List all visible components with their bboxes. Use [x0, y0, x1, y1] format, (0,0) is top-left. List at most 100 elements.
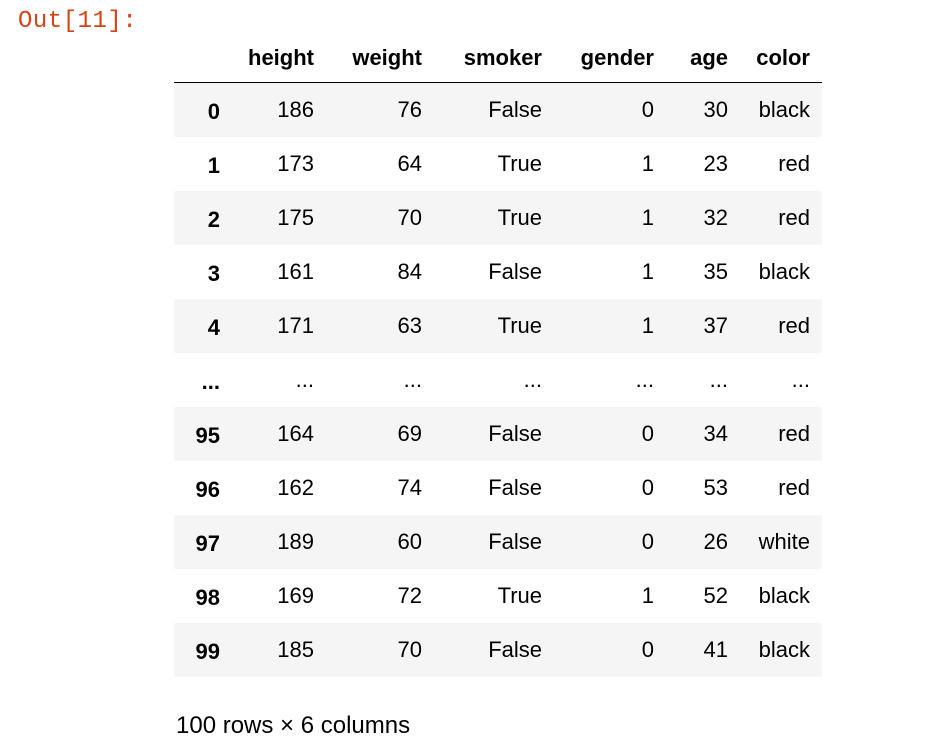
cell-weight: 70	[397, 204, 422, 230]
dataframe-table: height weight smoker gender age color 0 …	[174, 34, 822, 677]
cell-smoker: False	[488, 420, 542, 446]
cell-color: black	[758, 258, 810, 284]
cell-gender: 0	[641, 636, 654, 662]
cell-color: red	[778, 474, 810, 500]
column-header-gender: gender	[548, 34, 660, 83]
cell-smoker: False	[488, 474, 542, 500]
cell-age: 23	[703, 150, 728, 176]
cell-gender: 0	[641, 96, 654, 122]
cell-gender: 1	[641, 312, 654, 338]
row-index: 0	[207, 98, 220, 124]
cell-height: 164	[277, 420, 314, 446]
cell-weight: 64	[397, 150, 422, 176]
cell-age: 41	[703, 636, 728, 662]
cell-weight: 60	[397, 528, 422, 554]
cell-weight: ...	[403, 366, 422, 392]
cell-color: red	[778, 420, 810, 446]
table-row: 95 164 69 False 0 34 red	[174, 406, 822, 461]
cell-height: 189	[277, 528, 314, 554]
cell-smoker: False	[488, 258, 542, 284]
cell-gender: 1	[641, 150, 654, 176]
table-row: 4 171 63 True 1 37 red	[174, 298, 822, 353]
cell-weight: 69	[397, 420, 422, 446]
row-index: 1	[207, 152, 220, 178]
table-row: 2 175 70 True 1 32 red	[174, 190, 822, 245]
cell-age: 35	[703, 258, 728, 284]
header-row: height weight smoker gender age color	[174, 34, 822, 83]
cell-weight: 84	[397, 258, 422, 284]
cell-color: black	[758, 96, 810, 122]
cell-gender: 1	[641, 582, 654, 608]
column-header-height: height	[226, 34, 320, 83]
table-row: 1 173 64 True 1 23 red	[174, 137, 822, 191]
cell-age: 26	[703, 528, 728, 554]
cell-weight: 70	[397, 636, 422, 662]
cell-age: 32	[703, 204, 728, 230]
row-index: 95	[195, 422, 220, 448]
cell-smoker: False	[488, 96, 542, 122]
cell-color: red	[778, 204, 810, 230]
cell-gender: 1	[641, 204, 654, 230]
table-row: 98 169 72 True 1 52 black	[174, 569, 822, 623]
row-index: 4	[207, 314, 220, 340]
cell-color: black	[758, 636, 810, 662]
cell-height: 185	[277, 636, 314, 662]
cell-age: 34	[703, 420, 728, 446]
cell-gender: ...	[635, 366, 654, 392]
table-row: 3 161 84 False 1 35 black	[174, 245, 822, 299]
table-header: height weight smoker gender age color	[174, 34, 822, 83]
column-header-color: color	[734, 34, 822, 83]
cell-height: 175	[277, 204, 314, 230]
table-body: 0 186 76 False 0 30 black 1 173 64 True …	[174, 82, 822, 677]
cell-gender: 0	[641, 420, 654, 446]
cell-height: 161	[277, 258, 314, 284]
cell-weight: 72	[397, 582, 422, 608]
column-header-smoker: smoker	[428, 34, 548, 83]
cell-color: ...	[791, 366, 810, 392]
index-header	[174, 34, 226, 83]
cell-age: 30	[703, 96, 728, 122]
cell-smoker: True	[497, 204, 542, 230]
column-header-age: age	[660, 34, 734, 83]
cell-weight: 74	[397, 474, 422, 500]
cell-age: ...	[709, 366, 728, 392]
cell-height: 171	[277, 312, 314, 338]
cell-color: red	[778, 312, 810, 338]
cell-gender: 0	[641, 528, 654, 554]
cell-age: 37	[703, 312, 728, 338]
cell-smoker: True	[497, 582, 542, 608]
cell-smoker: ...	[523, 366, 542, 392]
table-row: 97 189 60 False 0 26 white	[174, 514, 822, 569]
row-index: 3	[207, 260, 220, 286]
row-index: 96	[195, 476, 220, 502]
output-prompt: Out[11]:	[18, 8, 138, 35]
cell-gender: 0	[641, 474, 654, 500]
cell-age: 52	[703, 582, 728, 608]
row-index: 99	[195, 638, 220, 664]
cell-weight: 63	[397, 312, 422, 338]
cell-height: 162	[277, 474, 314, 500]
cell-height: 173	[277, 150, 314, 176]
cell-weight: 76	[397, 96, 422, 122]
row-index: 2	[207, 206, 220, 232]
cell-color: red	[778, 150, 810, 176]
cell-color: white	[758, 528, 810, 554]
cell-smoker: False	[488, 636, 542, 662]
cell-height: 169	[277, 582, 314, 608]
table-row: 99 185 70 False 0 41 black	[174, 622, 822, 677]
cell-gender: 1	[641, 258, 654, 284]
cell-height: ...	[295, 366, 314, 392]
cell-smoker: True	[497, 312, 542, 338]
cell-height: 186	[277, 96, 314, 122]
cell-age: 53	[703, 474, 728, 500]
row-index: 97	[195, 530, 220, 556]
table-row: 0 186 76 False 0 30 black	[174, 82, 822, 137]
cell-smoker: True	[497, 150, 542, 176]
dataframe-shape-summary: 100 rows × 6 columns	[176, 712, 411, 739]
column-header-weight: weight	[320, 34, 428, 83]
cell-color: black	[758, 582, 810, 608]
cell-smoker: False	[488, 528, 542, 554]
ellipsis-row: ... ... ... ... ... ... ...	[174, 353, 822, 407]
table-row: 96 162 74 False 0 53 red	[174, 461, 822, 515]
row-index: ...	[201, 368, 220, 394]
